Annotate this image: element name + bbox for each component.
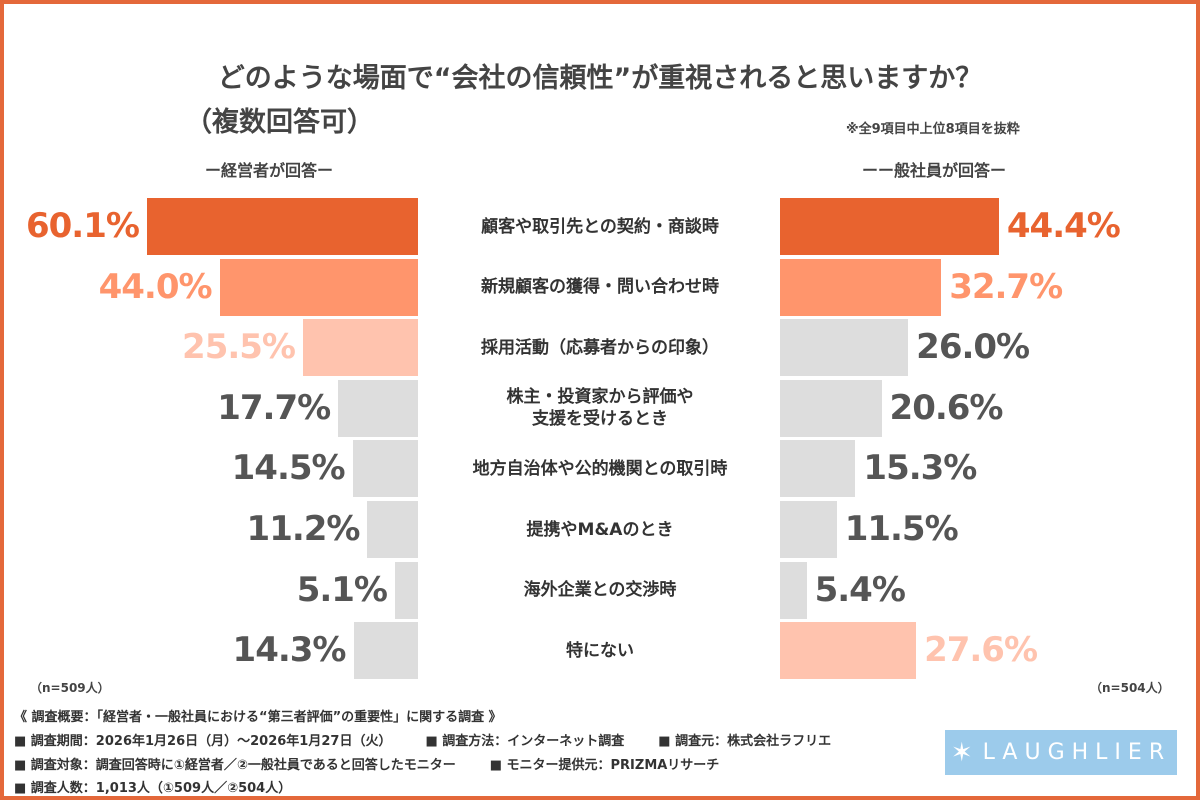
- left-bar: [146, 198, 418, 255]
- left-bar: [367, 501, 418, 558]
- right-value-label: 26.0%: [916, 327, 1030, 368]
- left-value-label: 17.7%: [217, 387, 331, 428]
- chart-note: ※全9項目中上位8項目を抜粋: [846, 122, 1020, 137]
- right-value-label: 5.4%: [814, 569, 906, 610]
- survey-period: ■ 調査期間：2026年1月26日（月）〜2026年1月27日（火）: [14, 734, 392, 749]
- category-label: 海外企業との交渉時: [523, 580, 677, 601]
- survey-method: ■ 調査方法：インターネット調査: [425, 734, 625, 749]
- left-value-label: 44.0%: [98, 266, 213, 307]
- right-bar: [780, 622, 917, 680]
- survey-count: ■ 調査人数：1,013人（①509人／②504人）: [14, 781, 292, 796]
- category-label: 特にない: [566, 640, 634, 661]
- right-value-label: 11.5%: [844, 509, 959, 549]
- left-value-label: 14.3%: [232, 630, 347, 671]
- left-bar: [394, 561, 418, 619]
- left-bar: [352, 440, 418, 498]
- category-label: 顧客や取引先との契約・商談時: [481, 216, 719, 237]
- category-label: 地方自治体や公的機関との取引時: [472, 458, 728, 479]
- right-value-label: 32.7%: [949, 266, 1063, 307]
- left-bar: [219, 258, 418, 316]
- right-value-label: 20.6%: [889, 387, 1004, 428]
- survey-target: ■ 調査対象：調査回答時に①経営者／②一般社員であると回答したモニター: [14, 758, 456, 773]
- left-value-label: 5.1%: [296, 569, 388, 610]
- left-value-label: 11.2%: [246, 509, 361, 549]
- footer-line-1: ■ 調査期間：2026年1月26日（月）〜2026年1月27日（火） ■ 調査方法…: [14, 730, 865, 749]
- right-bar: [780, 379, 882, 437]
- left-value-label: 25.5%: [182, 327, 296, 368]
- chart-subtitle: （複数回答可）: [185, 107, 374, 138]
- left-bar: [338, 379, 418, 437]
- right-bar: [780, 319, 909, 377]
- right-value-label: 15.3%: [863, 448, 977, 489]
- left-bar: [302, 319, 418, 377]
- survey-summary: 《 調査概要：「経営者・一般社員における“第三者評価”の重要性」に関する調査 》: [14, 710, 502, 725]
- left-value-label: 14.5%: [231, 448, 346, 489]
- right-value-label: 27.6%: [924, 630, 1038, 671]
- left-value-label: 60.1%: [25, 206, 140, 246]
- right-bar: [780, 198, 999, 255]
- left-series-title: ー経営者が回答ー: [205, 161, 334, 180]
- category-label: 提携やM&Aのとき: [526, 519, 674, 540]
- footer-line-2: ■ 調査対象：調査回答時に①経営者／②一般社員であると回答したモニター ■ モニタ…: [14, 754, 753, 773]
- category-label: 新規顧客の獲得・問い合わせ時: [481, 277, 719, 298]
- category-label: 株主・投資家から評価や 支援を受けるとき: [506, 387, 694, 430]
- laughlier-logo: ✶ LAUGHLIER: [945, 730, 1177, 775]
- right-bar: [780, 258, 942, 316]
- chart-title: どのような場面で“会社の信頼性”が重視されると思いますか？: [217, 63, 983, 94]
- left-bar: [353, 622, 418, 680]
- right-series-title: ーー般社員が回答ー: [862, 161, 1007, 180]
- right-bar: [780, 501, 837, 558]
- right-bar: [780, 440, 856, 498]
- survey-source: ■ 調査元：株式会社ラフリエ: [658, 734, 832, 749]
- left-n: （n=509人）: [30, 681, 110, 695]
- monitor-provider: ■ モニター提供元：PRIZMAリサーチ: [489, 758, 720, 773]
- right-bar: [780, 561, 807, 619]
- category-label: 採用活動（応募者からの印象）: [481, 337, 719, 358]
- right-value-label: 44.4%: [1006, 206, 1121, 246]
- right-n: （n=504人）: [1090, 681, 1170, 695]
